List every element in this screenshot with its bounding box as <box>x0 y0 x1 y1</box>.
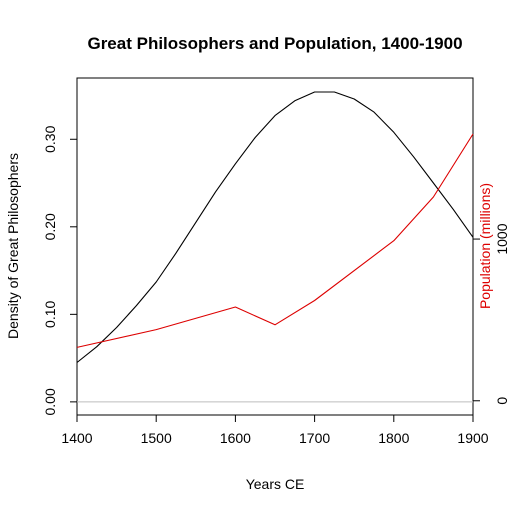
y-left-tick-label: 0.00 <box>42 388 58 415</box>
plot-frame <box>76 77 474 416</box>
x-tick-label: 1600 <box>220 430 251 446</box>
density-line <box>76 91 474 363</box>
y-axis-left-title: Density of Great Philosophers <box>5 153 21 339</box>
x-tick-label: 1400 <box>61 430 92 446</box>
y-axis-right-title: Population (millions) <box>477 183 493 309</box>
y-left-tick-label: 0.10 <box>42 301 58 328</box>
population-line <box>76 133 474 348</box>
chart-title: Great Philosophers and Population, 1400-… <box>87 34 462 53</box>
x-axis-title: Years CE <box>246 476 305 492</box>
x-tick-label: 1800 <box>378 430 409 446</box>
plot-area: 1400 1500 1600 1700 1800 1900 0.00 0.10 0.20 0.30… <box>42 77 510 446</box>
y-right-tick-label: 0 <box>494 397 510 405</box>
y-left-tick-label: 0.20 <box>42 213 58 240</box>
x-tick-label: 1900 <box>457 430 488 446</box>
y-left-tick-label: 0.30 <box>42 125 58 152</box>
x-tick-label: 1500 <box>141 430 172 446</box>
y-right-tick-label: 1000 <box>494 223 510 254</box>
x-tick-label: 1700 <box>299 430 330 446</box>
